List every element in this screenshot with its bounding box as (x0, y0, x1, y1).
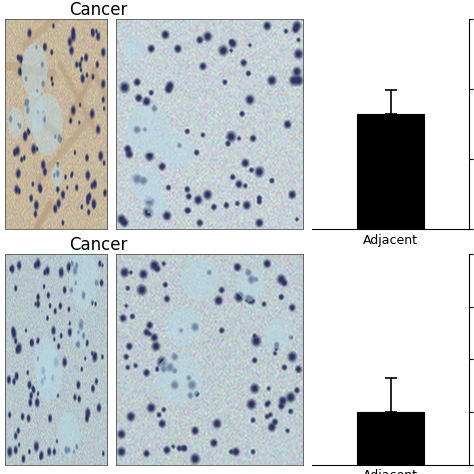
Bar (357, 114, 424, 229)
Bar (357, 412, 424, 465)
Text: Cancer: Cancer (70, 1, 128, 19)
Text: Cancer: Cancer (70, 237, 128, 255)
